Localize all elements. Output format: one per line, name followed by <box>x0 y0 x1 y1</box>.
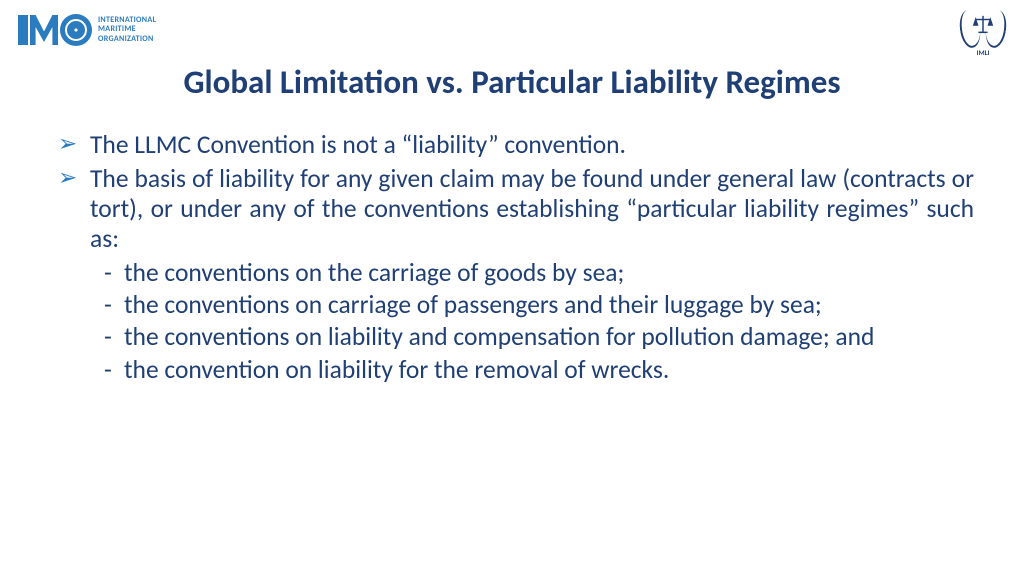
imo-logo-mark <box>18 14 92 46</box>
bullet-item: The basis of liability for any given cla… <box>58 164 974 254</box>
slide-title: Global Limitation vs. Particular Liabili… <box>0 62 1024 102</box>
sub-item: the conventions on the carriage of goods… <box>100 258 974 288</box>
slide-header: INTERNATIONAL MARITIME ORGANIZATION IMLI <box>0 10 1024 60</box>
sub-item: the conventions on carriage of passenger… <box>100 290 974 320</box>
imli-emblem-icon <box>960 10 1006 50</box>
imo-logo: INTERNATIONAL MARITIME ORGANIZATION <box>18 14 156 46</box>
imo-logo-line3: ORGANIZATION <box>98 35 156 45</box>
scales-icon <box>972 14 994 36</box>
imo-logo-text: INTERNATIONAL MARITIME ORGANIZATION <box>98 16 156 45</box>
bullet-item: The LLMC Convention is not a “liability”… <box>58 130 974 160</box>
slide-content: The LLMC Convention is not a “liability”… <box>58 130 974 387</box>
sub-item: the conventions on liability and compens… <box>100 322 974 352</box>
imli-logo: IMLI <box>960 10 1006 57</box>
sub-item: the convention on liability for the remo… <box>100 355 974 385</box>
